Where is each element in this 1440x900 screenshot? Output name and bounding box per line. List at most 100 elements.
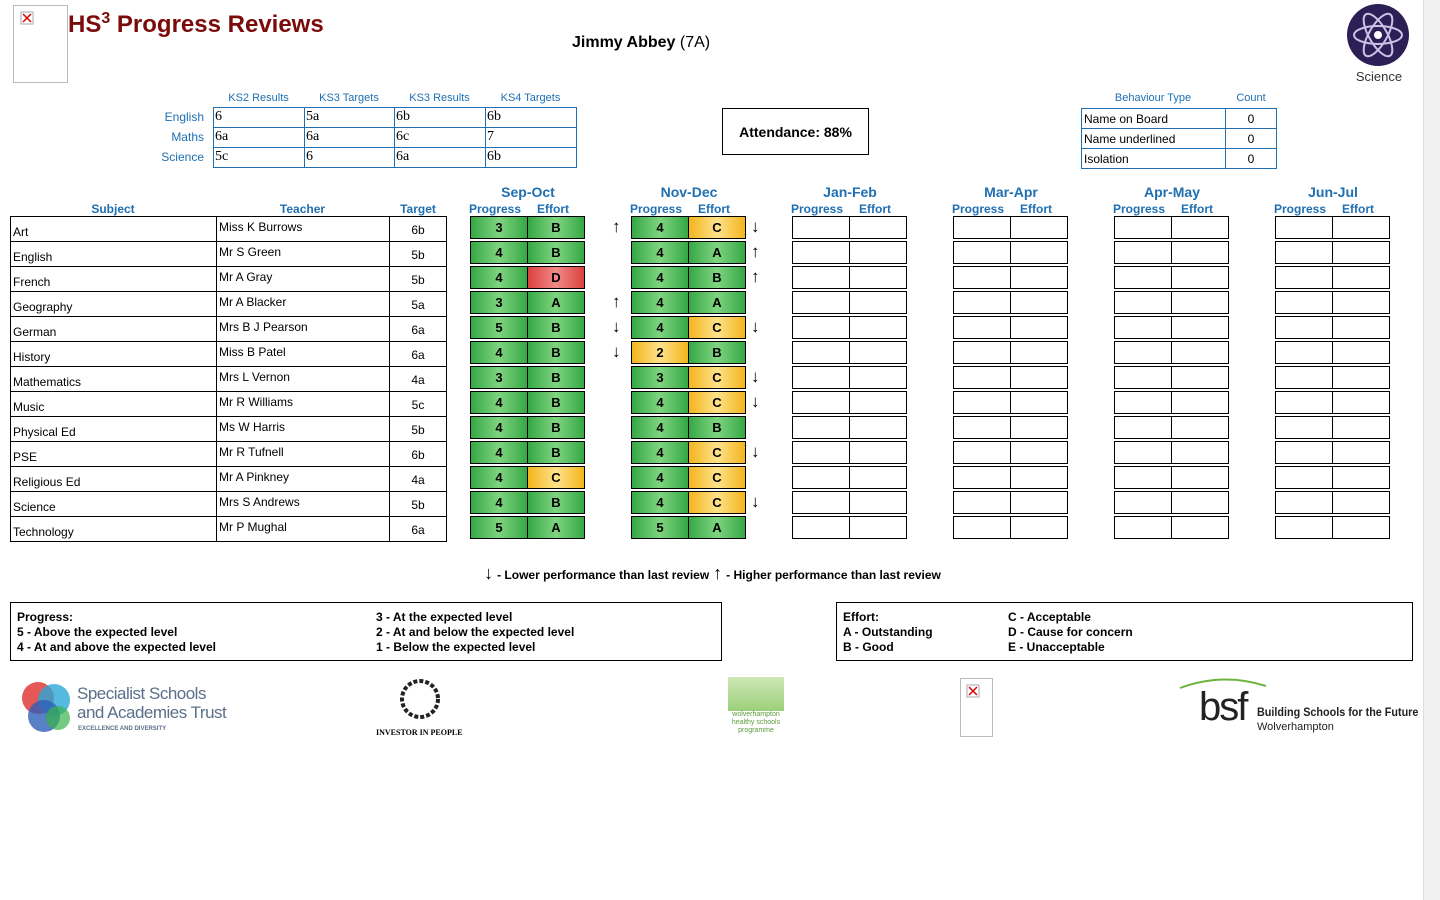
progress-cell: 4 (631, 241, 689, 264)
empty-cell (953, 266, 1011, 289)
empty-cell (1114, 491, 1172, 514)
target: 5b (389, 416, 447, 442)
ks-cell: 6a (304, 127, 395, 148)
empty-cell (1010, 216, 1068, 239)
sub-header: Effort (1020, 202, 1052, 216)
progress-key-box (10, 602, 722, 661)
bsf-place: Wolverhampton (1257, 721, 1334, 733)
key-item: B - Good (843, 640, 894, 654)
title-main: HS (68, 11, 102, 38)
empty-cell (1171, 516, 1229, 539)
ks-header: KS3 Targets (319, 92, 379, 104)
empty-cell (792, 466, 850, 489)
subject: History (10, 341, 217, 367)
subject: Physical Ed (10, 416, 217, 442)
teacher: Miss K Burrows (216, 216, 390, 242)
progress-cell: 4 (470, 266, 528, 289)
empty-cell (953, 216, 1011, 239)
ks-cell: 6b (485, 107, 577, 128)
empty-cell (792, 366, 850, 389)
empty-cell (953, 516, 1011, 539)
empty-cell (1114, 416, 1172, 439)
teacher: Mrs B J Pearson (216, 316, 390, 342)
effort-key-box (836, 602, 1413, 661)
teacher: Mr S Green (216, 241, 390, 267)
subject: Geography (10, 291, 217, 317)
empty-cell (849, 216, 907, 239)
target: 5b (389, 491, 447, 517)
progress-cell: 2 (631, 341, 689, 364)
progress-cell: 4 (631, 491, 689, 514)
subject: Art (10, 216, 217, 242)
empty-cell (1332, 466, 1390, 489)
period-header: Nov-Dec (660, 184, 718, 200)
subject: Religious Ed (10, 466, 217, 492)
iip-logo-mark (400, 679, 440, 719)
student-name: Jimmy Abbey (572, 34, 676, 51)
effort-cell: B (527, 216, 585, 239)
behaviour-type: Isolation (1081, 148, 1226, 169)
empty-cell (1171, 316, 1229, 339)
empty-cell (1171, 416, 1229, 439)
student: Jimmy Abbey (7A) (572, 34, 710, 52)
change-arrow: ↑ (612, 292, 621, 311)
effort-cell: C (688, 466, 746, 489)
empty-cell (792, 391, 850, 414)
key-title: Effort: (843, 610, 879, 624)
empty-cell (1332, 441, 1390, 464)
key-item: D - Cause for concern (1008, 625, 1133, 639)
effort-cell: C (688, 441, 746, 464)
empty-cell (1010, 366, 1068, 389)
key-item: C - Acceptable (1008, 610, 1091, 624)
progress-cell: 5 (470, 516, 528, 539)
sub-header: Progress (629, 202, 683, 216)
ssat-tagline: EXCELLENCE AND DIVERSITY (78, 726, 167, 732)
subject: PSE (10, 441, 217, 467)
behaviour-header: Behaviour Type (1114, 92, 1192, 104)
sub-header: Effort (859, 202, 891, 216)
empty-cell (1171, 441, 1229, 464)
empty-cell (1010, 291, 1068, 314)
empty-cell (1332, 516, 1390, 539)
teacher: Mr R Williams (216, 391, 390, 417)
ks-subject: Science (161, 150, 204, 164)
ks-cell: 6 (213, 107, 305, 128)
scrollbar (1423, 0, 1440, 900)
empty-cell (1171, 466, 1229, 489)
teacher: Mr P Mughal (216, 516, 390, 542)
change-arrow: ↓ (612, 317, 621, 336)
progress-cell: 4 (470, 241, 528, 264)
empty-cell (849, 341, 907, 364)
progress-cell: 5 (631, 516, 689, 539)
change-arrow: ↓ (612, 342, 621, 361)
empty-cell (1171, 266, 1229, 289)
sub-header: Progress (1112, 202, 1166, 216)
teacher: Mrs S Andrews (216, 491, 390, 517)
change-arrow: ↓ (751, 492, 760, 511)
ks-cell: 6a (394, 147, 486, 168)
empty-cell (953, 241, 1011, 264)
teacher: Mrs L Vernon (216, 366, 390, 392)
subject: French (10, 266, 217, 292)
progress-cell: 3 (470, 216, 528, 239)
key-item: 5 - Above the expected level (17, 625, 178, 639)
empty-cell (792, 516, 850, 539)
ssat-text: and Academies Trust (77, 703, 227, 722)
effort-cell: B (527, 416, 585, 439)
effort-cell: A (527, 291, 585, 314)
sub-header: Progress (468, 202, 522, 216)
key-item: E - Unacceptable (1008, 640, 1105, 654)
bsf-mark: bsf (1199, 685, 1248, 729)
empty-cell (1332, 366, 1390, 389)
empty-cell (849, 266, 907, 289)
empty-cell (1332, 266, 1390, 289)
target: 4a (389, 466, 447, 492)
progress-cell: 5 (470, 316, 528, 339)
empty-cell (1010, 516, 1068, 539)
effort-cell: C (688, 366, 746, 389)
effort-cell: D (527, 266, 585, 289)
empty-cell (1275, 391, 1333, 414)
empty-cell (953, 341, 1011, 364)
progress-cell: 3 (470, 291, 528, 314)
empty-cell (1010, 341, 1068, 364)
